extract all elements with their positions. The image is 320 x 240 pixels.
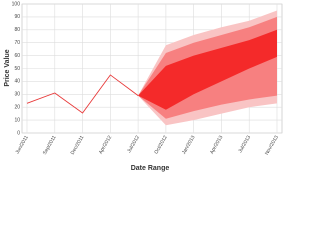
y-axis-title: Price Value xyxy=(4,49,11,86)
y-tick-label: 50 xyxy=(14,66,20,72)
x-tick-label: Jun/2011 xyxy=(15,134,30,155)
y-tick-label: 0 xyxy=(17,130,20,136)
x-tick-label: Apr/2013 xyxy=(209,134,224,155)
y-tick-label: 80 xyxy=(14,27,20,33)
x-tick-label: Dec/2011 xyxy=(70,134,86,155)
y-tick-label: 60 xyxy=(14,53,20,59)
y-tick-label: 40 xyxy=(14,79,20,85)
x-tick-label: Jan/2013 xyxy=(181,134,197,155)
x-tick-label: Sep/2011 xyxy=(42,134,58,155)
x-tick-label: Nov/2013 xyxy=(264,134,280,156)
chart: Date Range Price Value 0 10 20 30 40 50 60 70 80… xyxy=(4,1,283,172)
y-tick-label: 100 xyxy=(12,1,21,7)
x-tick-label: Oct/2012 xyxy=(153,134,168,155)
x-tick-label: Jul/2012 xyxy=(126,134,141,154)
line xyxy=(26,74,139,114)
fan-band xyxy=(138,29,277,110)
x-tick-label: Jul/2013 xyxy=(237,134,252,154)
y-tick-label: 30 xyxy=(14,92,20,98)
page: Date Range Price Value 0 10 20 30 40 50 60 70 80… xyxy=(3,1,283,172)
y-tick-label: 90 xyxy=(14,14,20,20)
x-tick-label: Apr/2012 xyxy=(98,134,113,155)
y-tick-label: 20 xyxy=(14,105,20,111)
y-tick-label: 10 xyxy=(14,117,20,123)
y-tick-label: 70 xyxy=(14,40,20,46)
x-axis-title: Date Range xyxy=(131,165,170,172)
